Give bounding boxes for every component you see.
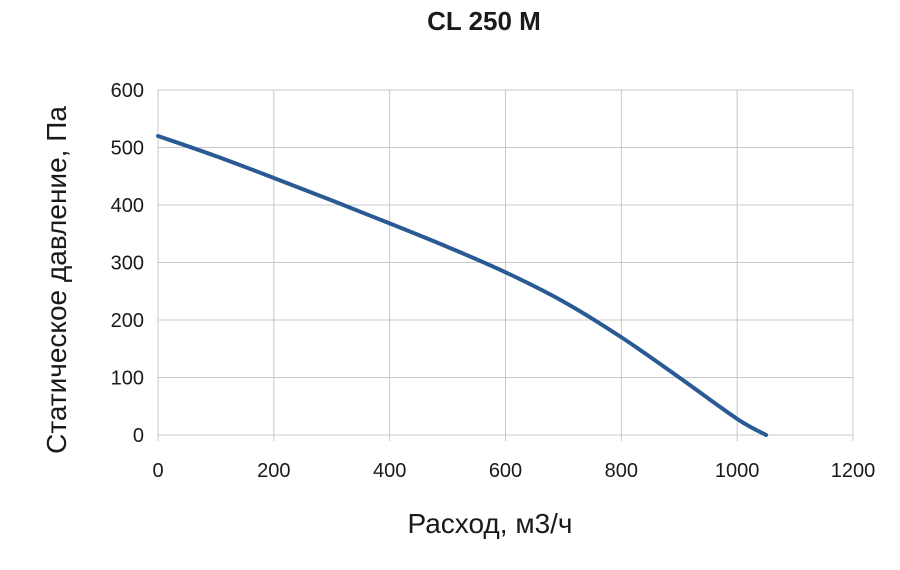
- x-tick-label: 0: [152, 460, 163, 482]
- series-line: [156, 134, 769, 437]
- y-tick-label: 200: [111, 310, 144, 332]
- x-tick-label: 200: [257, 460, 290, 482]
- x-tick-labels: 0 200 400 600 800 1000 1200: [152, 460, 875, 482]
- y-tick-label: 400: [111, 195, 144, 217]
- x-tick-label: 1000: [715, 460, 760, 482]
- chart-title: CL 250 M: [427, 6, 541, 36]
- y-tick-label: 0: [133, 425, 144, 447]
- x-tick-label: 1200: [831, 460, 876, 482]
- y-tick-label: 500: [111, 138, 144, 160]
- y-tick-label: 600: [111, 80, 144, 102]
- y-tick-label: 300: [111, 253, 144, 275]
- series-layer: [156, 134, 769, 437]
- y-tick-label: 100: [111, 368, 144, 390]
- x-axis-label: Расход, м3/ч: [407, 508, 572, 539]
- x-tick-label: 800: [605, 460, 638, 482]
- y-axis-label: Статическое давление, Па: [41, 106, 72, 454]
- x-tick-label: 600: [489, 460, 522, 482]
- grid: [157, 89, 854, 441]
- x-tick-label: 400: [373, 460, 406, 482]
- y-tick-labels: 0 100 200 300 400 500 600: [111, 80, 144, 447]
